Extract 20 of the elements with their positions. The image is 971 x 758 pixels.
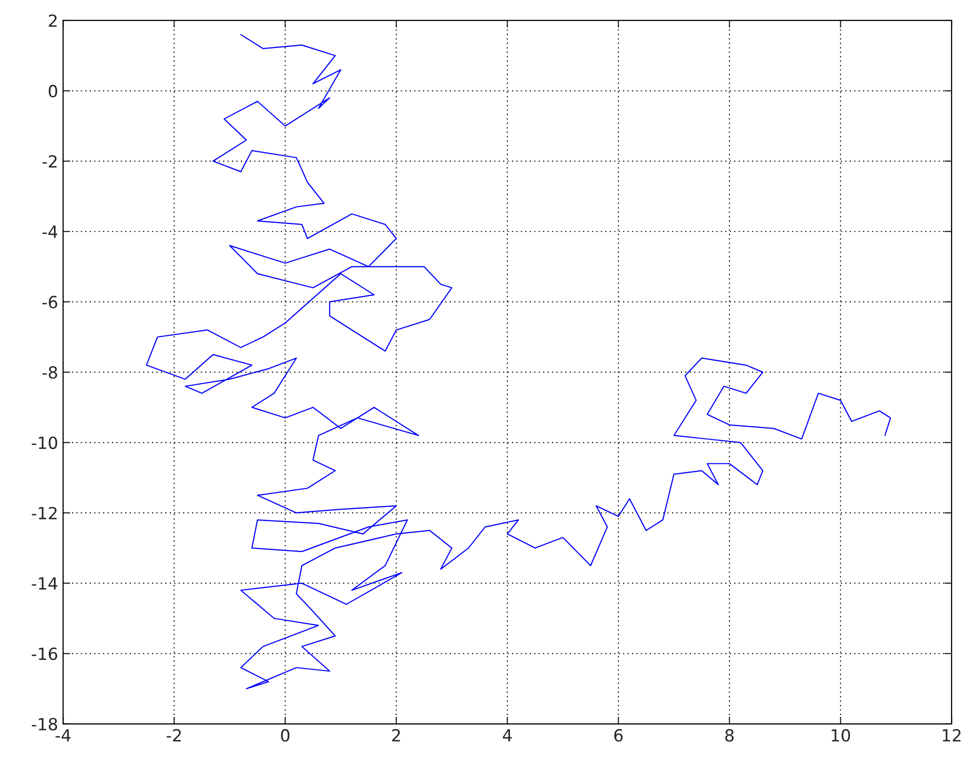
- y-tick-label: -16: [32, 648, 58, 660]
- y-tick-label: -8: [42, 366, 58, 379]
- y-tick-label: 0: [48, 84, 58, 98]
- line-series: [146, 34, 892, 690]
- y-tick-label: -14: [32, 577, 58, 590]
- y-tick-label: -10: [32, 436, 58, 450]
- y-tick-label: -18: [32, 718, 58, 730]
- x-tick-label: -2: [166, 729, 181, 742]
- x-tick-label: 2: [392, 729, 400, 742]
- x-tick-label: 8: [725, 729, 734, 742]
- y-tick-label: -6: [42, 296, 58, 308]
- y-tick-label: -12: [32, 506, 57, 520]
- y-tick-label: 2: [48, 14, 57, 27]
- x-tick-label: 4: [502, 729, 512, 742]
- x-tick-label: 0: [281, 729, 290, 742]
- y-tick-label: -4: [42, 226, 58, 238]
- x-tick-label: 6: [614, 729, 623, 742]
- x-tick-label: 12: [942, 729, 961, 742]
- y-tick-label: -2: [42, 155, 57, 168]
- x-tick-label: 10: [832, 729, 850, 742]
